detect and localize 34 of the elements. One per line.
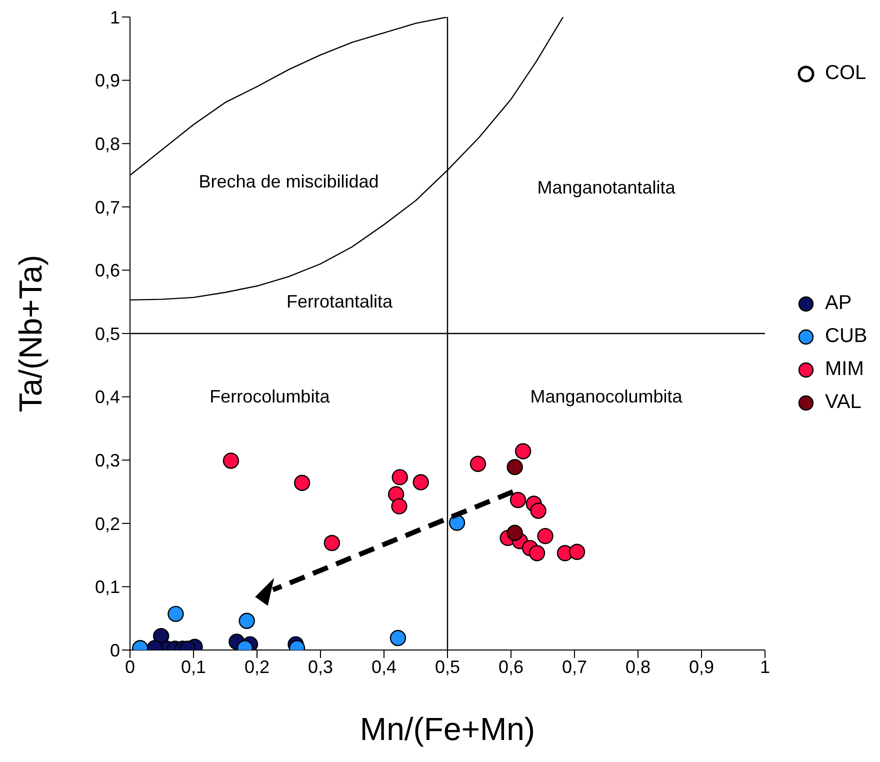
y-axis-title: Ta/(Nb+Ta) <box>12 254 48 412</box>
x-tick-label: 0 <box>124 656 136 677</box>
x-tick-label: 0,2 <box>244 656 270 677</box>
y-tick-label: 0,5 <box>94 324 120 344</box>
y-tick-label: 0,6 <box>94 260 120 281</box>
y-tick-label: 0,4 <box>94 387 120 408</box>
x-tick-label: 0,5 <box>434 656 460 677</box>
x-tick-label: 0,3 <box>308 656 334 677</box>
annotation: Ferrotantalita <box>286 291 393 312</box>
x-tick-label: 0,1 <box>180 656 206 677</box>
annotation: Ferrocolumbita <box>210 386 330 408</box>
legend-label: COL <box>825 62 866 85</box>
legend-label: VAL <box>825 391 862 414</box>
x-tick-label: 0,8 <box>625 656 651 677</box>
legend-label: AP <box>825 292 852 315</box>
x-tick-label: 0,6 <box>498 656 524 677</box>
y-tick-label: 1 <box>110 7 120 28</box>
y-tick-label: 0,9 <box>94 70 120 91</box>
y-tick-label: 0,7 <box>94 197 120 218</box>
annotation: Brecha de miscibilidad <box>198 171 379 192</box>
y-tick-label: 0,3 <box>94 450 120 470</box>
x-axis-title: Mn/(Fe+Mn) <box>360 711 536 747</box>
y-tick-label: 0,8 <box>94 134 120 154</box>
x-tick-label: 0,7 <box>562 656 588 677</box>
y-tick-label: 0 <box>110 640 120 660</box>
y-tick-label: 0,2 <box>94 514 120 534</box>
x-tick-label: 0,4 <box>371 656 397 677</box>
legend-label: MIM <box>825 358 864 381</box>
legend-label: CUB <box>825 325 868 348</box>
x-tick-label: 1 <box>760 656 770 677</box>
y-tick-label: 0,1 <box>94 577 120 598</box>
annotation: Manganotantalita <box>537 177 676 198</box>
x-tick-label: 0,9 <box>688 656 714 677</box>
annotation: Manganocolumbita <box>530 386 682 408</box>
